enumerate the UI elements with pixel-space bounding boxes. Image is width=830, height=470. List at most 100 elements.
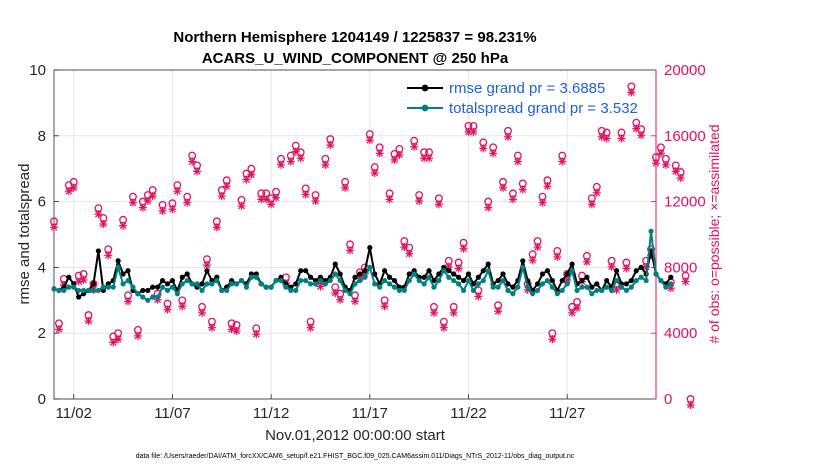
obs-assimilated-point (212, 223, 221, 232)
totalspread-point (120, 281, 126, 287)
obs-assimilated-point (503, 132, 512, 141)
obs-assimilated-point (425, 154, 434, 163)
rmse-point (431, 277, 437, 284)
obs-assimilated-point (676, 173, 685, 182)
rmse-point (569, 261, 575, 267)
totalspread-point (544, 277, 551, 284)
rmse-point (584, 274, 590, 280)
obs-assimilated-point (193, 167, 202, 176)
totalspread-point (179, 281, 185, 287)
obs-assimilated-point (513, 157, 522, 166)
obs-assimilated-point (508, 195, 517, 204)
totalspread-point (451, 277, 457, 284)
obs-assimilated-point (528, 256, 537, 265)
totalspread-point (608, 287, 615, 294)
obs-assimilated-point (686, 401, 695, 409)
obs-assimilated-point (351, 297, 359, 306)
obs-assimilated-point (346, 246, 355, 255)
totalspread-point (248, 274, 254, 280)
rmse-point (500, 271, 506, 277)
totalspread-point (71, 284, 77, 290)
rmse-point (539, 271, 546, 277)
obs-assimilated-point (222, 182, 231, 191)
obs-assimilated-point (469, 127, 478, 136)
obs-assimilated-point (538, 198, 547, 207)
legend: rmse grand pr = 3.6885 totalspread grand… (407, 80, 638, 117)
totalspread-point (490, 284, 496, 290)
totalspread-point (243, 284, 250, 290)
y-right-tick-label: 20000 (664, 62, 706, 79)
obs-assimilated-point (449, 308, 458, 317)
totalspread-point (643, 277, 649, 284)
obs-assimilated-point (454, 264, 463, 273)
x-tick-label: 11/27 (549, 405, 585, 422)
rmse-point (125, 268, 131, 274)
totalspread-point (283, 284, 289, 290)
totalspread-point (194, 281, 200, 287)
x-tick-label: 11/07 (154, 405, 190, 422)
rmse-point (594, 281, 600, 287)
totalspread-point (135, 291, 141, 297)
totalspread-point (456, 281, 462, 287)
obs-assimilated-point (656, 149, 665, 158)
rmse-point (307, 274, 314, 280)
totalspread-point (337, 277, 343, 284)
obs-assimilated-point (622, 264, 631, 273)
obs-assimilated-point (109, 338, 118, 347)
totalspread-point (61, 287, 67, 294)
totalspread-point (623, 287, 629, 294)
rmse-point (589, 284, 595, 290)
rmse-point (406, 271, 412, 277)
totalspread-point (495, 284, 501, 290)
rmse-point (120, 271, 126, 277)
obs-assimilated-point (479, 144, 488, 153)
obs-assimilated-point (217, 192, 226, 201)
obs-assimilated-point (207, 323, 216, 332)
totalspread-point (164, 287, 171, 294)
totalspread-point (525, 284, 531, 290)
totalspread-point (372, 281, 378, 287)
legend-rmse-marker (421, 84, 429, 92)
totalspread-point (125, 277, 131, 284)
y-right-tick-label: 16000 (664, 128, 706, 145)
obs-assimilated-point (494, 307, 503, 316)
obs-assimilated-point (286, 157, 295, 166)
obs-assimilated-point (681, 277, 690, 286)
y-tick-label: 0 (38, 391, 46, 408)
totalspread-point (658, 277, 664, 284)
rmse-point (426, 268, 432, 274)
obs-assimilated-point (582, 257, 591, 266)
totalspread-point (293, 287, 299, 294)
totalspread-point (510, 291, 516, 297)
totalspread-point (332, 271, 338, 277)
totalspread-point (500, 277, 506, 284)
totalspread-point (273, 277, 279, 284)
y-tick-label: 8 (38, 128, 46, 145)
totalspread-point (520, 264, 526, 270)
obs-assimilated-point (385, 195, 394, 204)
totalspread-point (209, 281, 215, 287)
obs-assimilated-point (119, 221, 128, 230)
rmse-point (579, 277, 585, 284)
rmse-point (520, 258, 526, 264)
rmse-point (303, 268, 309, 274)
totalspread-point (480, 277, 486, 284)
obs-assimilated-point (301, 190, 310, 199)
obs-assimilated-point (553, 252, 562, 261)
obs-assimilated-point (276, 160, 285, 169)
obs-assimilated-point (316, 282, 325, 291)
rmse-point (638, 264, 644, 270)
legend-totalspread-label: totalspread grand pr = 3.532 (449, 100, 638, 117)
obs-assimilated-point (198, 308, 207, 317)
totalspread-point (421, 281, 427, 287)
rmse-point (564, 271, 570, 277)
rmse-point (298, 268, 304, 274)
rmse-point (164, 281, 171, 287)
obs-assimilated-point (173, 187, 182, 196)
rmse-point (460, 277, 467, 284)
rmse-point (159, 277, 166, 284)
obs-assimilated-point (543, 182, 552, 191)
totalspread-point (140, 294, 146, 300)
